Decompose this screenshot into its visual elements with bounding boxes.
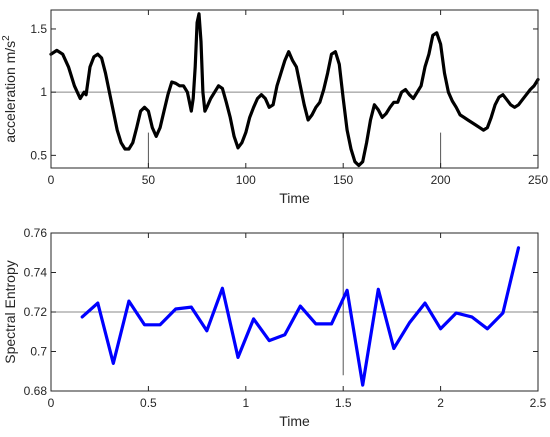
x-tick-label: 2.5 <box>530 396 547 410</box>
y-tick-label: 0.76 <box>24 226 48 240</box>
x-tick-label: 100 <box>236 173 256 187</box>
x-tick-label: 50 <box>142 173 156 187</box>
y-tick-label: 0.5 <box>30 148 47 162</box>
plot-frame <box>50 9 539 169</box>
spectral-entropy-series-line <box>80 246 521 387</box>
x-tick-label: 150 <box>333 173 353 187</box>
x-tick-label: 1 <box>242 396 249 410</box>
x-tick-label: 0 <box>48 173 55 187</box>
x-tick-label: 200 <box>431 173 451 187</box>
y-axis-label: acceleration m/s2 <box>1 35 18 143</box>
x-axis-label: Time <box>279 413 310 429</box>
x-tick-label: 1.5 <box>335 396 352 410</box>
x-axis-ticks: 0 50 100 150 200 250 <box>48 10 548 187</box>
y-axis-ticks: 0.68 0.7 0.72 0.74 0.76 <box>24 226 538 398</box>
x-tick-label: 2 <box>437 396 444 410</box>
y-tick-label: 1.5 <box>30 22 47 36</box>
y-tick-label: 0.72 <box>24 305 48 319</box>
spectral-entropy-chart: 0 0.5 1 1.5 2 2.5 0.68 0.7 0.72 0.74 0.76 Time Sp… <box>2 226 547 429</box>
x-tick-label: 250 <box>528 173 548 187</box>
y-tick-label: 0.68 <box>24 384 48 398</box>
y-axis-label: Spectral Entropy <box>2 260 18 364</box>
x-tick-label: 0.5 <box>140 396 157 410</box>
x-tick-label: 0 <box>48 396 55 410</box>
acceleration-series-line <box>49 12 540 168</box>
y-tick-label: 1 <box>40 85 47 99</box>
x-axis-ticks: 0 0.5 1 1.5 2 2.5 <box>48 233 547 410</box>
x-axis-label: Time <box>279 190 310 206</box>
y-tick-label: 0.7 <box>30 345 47 359</box>
acceleration-chart: 0 50 100 150 200 250 0.5 1 1.5 Time acceleratio… <box>1 9 548 206</box>
y-tick-label: 0.74 <box>24 266 48 280</box>
marker-lines <box>147 132 442 168</box>
y-axis-ticks: 0.5 1 1.5 <box>30 22 538 162</box>
